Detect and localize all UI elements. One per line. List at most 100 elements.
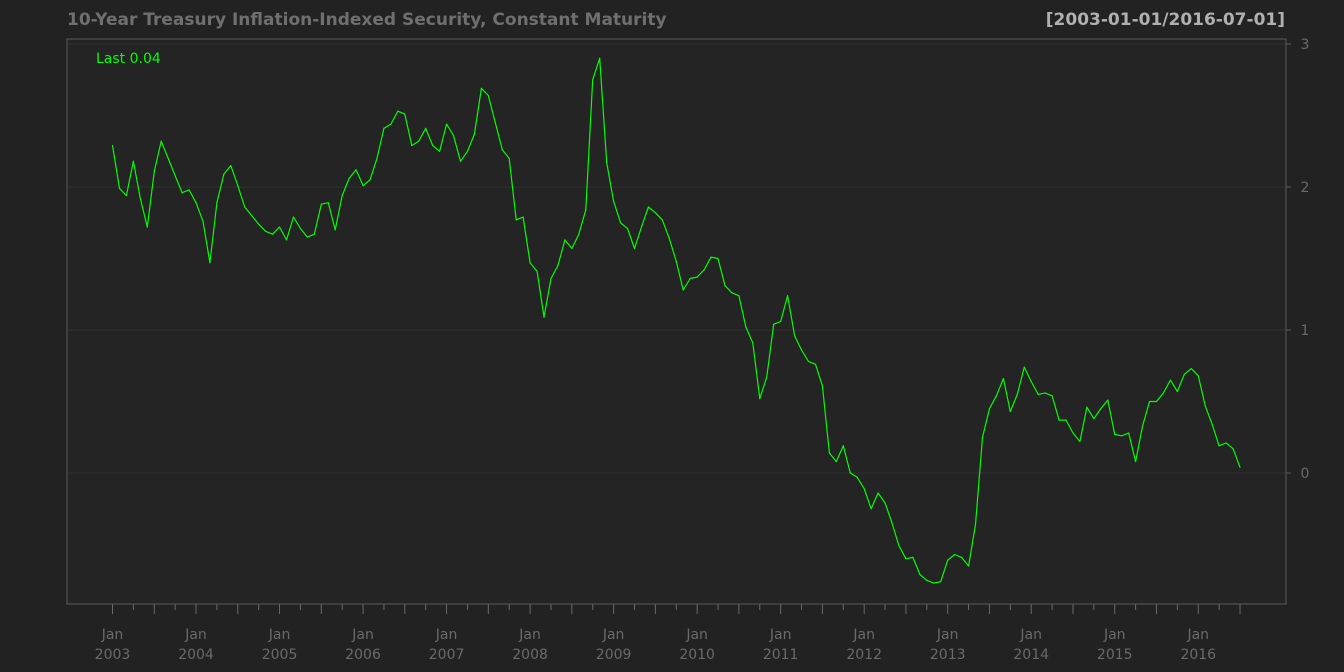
data-point bbox=[188, 189, 190, 191]
data-point bbox=[821, 385, 824, 387]
data-point bbox=[640, 226, 643, 228]
x-tick-label-year: 2008 bbox=[512, 647, 548, 663]
data-point bbox=[251, 215, 253, 217]
y-tick-label: 1 bbox=[1301, 323, 1310, 339]
data-point bbox=[1100, 408, 1102, 410]
x-tick-label-month: Jan bbox=[1186, 627, 1209, 643]
x-tick-label-year: 2015 bbox=[1097, 647, 1133, 663]
y-tick-label: 0 bbox=[1301, 466, 1310, 482]
data-point bbox=[613, 200, 615, 202]
data-point bbox=[731, 292, 733, 294]
x-tick-label-month: Jan bbox=[518, 627, 541, 643]
data-point bbox=[146, 226, 148, 228]
x-axis: Jan 2003 Jan 2004 Jan 2005 Jan 2006 Jan 2007 Jan 20… bbox=[95, 604, 1241, 663]
data-point bbox=[334, 229, 336, 231]
data-point bbox=[1037, 393, 1039, 395]
data-point bbox=[682, 289, 684, 291]
data-point bbox=[265, 230, 267, 232]
data-point bbox=[898, 545, 900, 547]
data-point bbox=[355, 169, 357, 171]
data-point bbox=[313, 233, 315, 235]
data-point bbox=[425, 127, 427, 129]
data-point bbox=[759, 398, 761, 400]
data-point bbox=[633, 247, 636, 250]
data-point bbox=[780, 320, 782, 323]
plot-area bbox=[66, 38, 1287, 605]
data-point bbox=[745, 326, 747, 328]
data-point bbox=[132, 160, 134, 162]
data-point bbox=[696, 276, 698, 278]
data-point bbox=[543, 316, 545, 318]
x-tick-label-month: Jan bbox=[769, 627, 792, 643]
date-range: [2003-01-01/2016-07-01] bbox=[1046, 10, 1285, 30]
data-point bbox=[1141, 425, 1144, 427]
data-point bbox=[1135, 460, 1137, 463]
data-point bbox=[1162, 392, 1165, 394]
data-point bbox=[452, 134, 455, 137]
data-point bbox=[1114, 433, 1116, 435]
data-point bbox=[508, 157, 510, 159]
data-point bbox=[1023, 366, 1025, 368]
x-tick-label-month: Jan bbox=[852, 627, 875, 643]
data-point bbox=[515, 219, 517, 221]
data-point bbox=[1016, 393, 1018, 395]
data-point bbox=[870, 508, 872, 510]
data-point bbox=[209, 262, 211, 264]
data-point bbox=[1079, 440, 1081, 443]
x-tick-label-year: 2007 bbox=[429, 647, 465, 663]
data-point bbox=[1239, 466, 1241, 468]
data-point bbox=[926, 579, 928, 581]
data-point bbox=[933, 582, 935, 584]
data-point bbox=[522, 216, 524, 218]
data-point bbox=[432, 144, 434, 147]
data-point bbox=[1176, 390, 1178, 393]
data-point bbox=[981, 436, 984, 438]
data-point bbox=[793, 335, 796, 337]
chart-title: 10-Year Treasury Inflation-Indexed Secur… bbox=[67, 10, 667, 30]
x-tick-label-year: 2016 bbox=[1180, 647, 1216, 663]
x-tick-label-month: Jan bbox=[435, 627, 458, 643]
x-tick-label-year: 2006 bbox=[345, 647, 381, 663]
data-point bbox=[536, 270, 538, 272]
data-point bbox=[912, 556, 914, 558]
data-point bbox=[299, 227, 302, 230]
data-point bbox=[1148, 400, 1151, 403]
data-point bbox=[1155, 400, 1158, 403]
data-point bbox=[111, 144, 114, 147]
data-point bbox=[473, 133, 476, 135]
data-point bbox=[418, 140, 420, 142]
data-point bbox=[1051, 395, 1053, 397]
data-point bbox=[480, 87, 482, 89]
data-point bbox=[348, 177, 350, 180]
data-point bbox=[327, 202, 329, 204]
data-point bbox=[466, 150, 469, 152]
data-point bbox=[626, 227, 629, 230]
data-point bbox=[800, 349, 803, 351]
data-point bbox=[1065, 419, 1067, 421]
data-point bbox=[271, 233, 274, 235]
data-point bbox=[362, 184, 364, 187]
data-point bbox=[1232, 448, 1234, 450]
data-point bbox=[905, 558, 907, 560]
data-point bbox=[1058, 419, 1060, 421]
data-point bbox=[1030, 380, 1032, 383]
data-point bbox=[842, 445, 844, 447]
data-point bbox=[1190, 368, 1192, 370]
data-point bbox=[167, 157, 169, 159]
data-point bbox=[1183, 373, 1185, 375]
x-tick-label-month: Jan bbox=[268, 627, 291, 643]
data-point bbox=[195, 202, 197, 204]
data-point bbox=[954, 553, 956, 556]
data-point bbox=[661, 219, 663, 221]
data-point bbox=[619, 222, 622, 224]
data-point bbox=[787, 295, 789, 297]
data-point bbox=[675, 260, 677, 262]
data-point bbox=[849, 472, 851, 474]
data-point bbox=[1197, 375, 1199, 377]
x-tick-label-year: 2010 bbox=[679, 647, 715, 663]
data-point bbox=[369, 179, 371, 181]
data-point bbox=[1002, 378, 1004, 380]
data-point bbox=[557, 265, 559, 267]
data-point bbox=[877, 492, 879, 494]
